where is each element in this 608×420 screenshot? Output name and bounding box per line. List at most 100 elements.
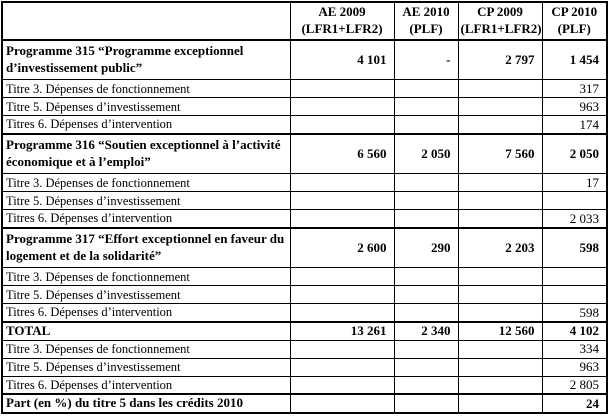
header-line: CP 2009	[477, 4, 523, 19]
table-row: TOTAL 13 261 2 340 12 560 4 102	[1, 320, 608, 341]
row-label: Titre 5. Dépenses d’investissement	[1, 285, 291, 305]
row-label: Titre 3. Dépenses de fonctionnement	[1, 173, 291, 193]
row-label: Titres 6. Dépenses d’intervention	[1, 303, 291, 323]
cell-value	[289, 173, 395, 193]
cell-value: 2 203	[457, 226, 543, 269]
table-row: Titre 5. Dépenses d’investissement	[1, 285, 608, 305]
cell-value	[457, 375, 543, 395]
cell-value	[393, 191, 459, 211]
cell-value	[393, 173, 459, 193]
cell-value	[289, 115, 395, 135]
table-row: Titre 5. Dépenses d’investissement 963	[1, 97, 608, 117]
cell-value	[289, 393, 395, 414]
cell-value	[289, 357, 395, 377]
header-row: AE 2009 (LFR1+LFR2) AE 2010 (PLF) CP 2009 (LF…	[1, 1, 608, 41]
row-label: Titre 5. Dépenses d’investissement	[1, 191, 291, 211]
cell-value	[457, 173, 543, 193]
cell-value	[393, 339, 459, 359]
cell-value	[393, 115, 459, 135]
cell-value: 2 600	[289, 226, 395, 269]
cell-value	[289, 339, 395, 359]
cell-value	[289, 79, 395, 99]
cell-value	[457, 339, 543, 359]
cell-value	[541, 191, 608, 211]
cell-value	[457, 357, 543, 377]
row-label: Part (en %) du titre 5 dans les crédits …	[1, 393, 291, 414]
cell-value: 2 797	[457, 38, 543, 81]
row-label: Programme 316 “Soutien exceptionnel à l’…	[1, 132, 291, 175]
cell-value	[457, 79, 543, 99]
cell-value	[289, 375, 395, 395]
table-row: Titres 6. Dépenses d’intervention 174	[1, 115, 608, 135]
cell-value	[393, 267, 459, 287]
cell-value: 4 102	[541, 320, 608, 341]
cell-value	[393, 285, 459, 305]
cell-value	[457, 191, 543, 211]
cell-value	[393, 357, 459, 377]
cell-value	[457, 97, 543, 117]
cell-value	[457, 115, 543, 135]
table-row: Part (en %) du titre 5 dans les crédits …	[1, 393, 608, 414]
cell-value	[289, 191, 395, 211]
cell-value: 2 033	[541, 209, 608, 229]
header-line: CP 2010	[551, 4, 598, 19]
cell-value: 598	[541, 303, 608, 323]
table-row: Titres 6. Dépenses d’intervention 2 805	[1, 375, 608, 395]
table-row: Titre 3. Dépenses de fonctionnement 317	[1, 79, 608, 99]
cell-value	[393, 303, 459, 323]
cell-value: 317	[541, 79, 608, 99]
cell-value: 963	[541, 357, 608, 377]
cell-value: 7 560	[457, 132, 543, 175]
cell-value	[393, 79, 459, 99]
cell-value: 334	[541, 339, 608, 359]
cell-value	[457, 285, 543, 305]
table-row: Titre 3. Dépenses de fonctionnement 334	[1, 339, 608, 359]
table-row: Titre 3. Dépenses de fonctionnement 17	[1, 173, 608, 193]
row-label: Titres 6. Dépenses d’intervention	[1, 115, 291, 135]
table-row: Programme 317 “Effort exceptionnel en fa…	[1, 226, 608, 269]
table-row: Programme 315 “Programme exceptionnel d’…	[1, 38, 608, 81]
cell-value	[541, 267, 608, 287]
cell-value	[457, 393, 543, 414]
cell-value: 4 101	[289, 38, 395, 81]
header-line: (PLF)	[557, 20, 591, 36]
cell-value	[393, 375, 459, 395]
cell-value: 174	[541, 115, 608, 135]
cell-value: 17	[541, 173, 608, 193]
cell-value: -	[393, 38, 459, 81]
table-row: Titre 5. Dépenses d’investissement 963	[1, 357, 608, 377]
cell-value: 12 560	[457, 320, 543, 341]
cell-value: 598	[541, 226, 608, 269]
cell-value: 963	[541, 97, 608, 117]
cell-value: 2 340	[393, 320, 459, 341]
header-cell: AE 2009 (LFR1+LFR2)	[289, 1, 395, 41]
cell-value: 1 454	[541, 38, 608, 81]
header-cell: AE 2010 (PLF)	[393, 1, 459, 41]
row-label: Titres 6. Dépenses d’intervention	[1, 209, 291, 229]
cell-value: 6 560	[289, 132, 395, 175]
header-cell: CP 2010 (PLF)	[541, 1, 608, 41]
table-row: Titres 6. Dépenses d’intervention 2 033	[1, 209, 608, 229]
row-label: Programme 315 “Programme exceptionnel d’…	[1, 38, 291, 81]
cell-value: 290	[393, 226, 459, 269]
cell-value	[393, 97, 459, 117]
row-label: Programme 317 “Effort exceptionnel en fa…	[1, 226, 291, 269]
cell-value	[541, 285, 608, 305]
cell-value	[289, 267, 395, 287]
cell-value	[457, 209, 543, 229]
header-cell-empty	[1, 1, 291, 41]
table-row: Titre 5. Dépenses d’investissement	[1, 191, 608, 211]
cell-value: 2 050	[393, 132, 459, 175]
header-line: (LFR1+LFR2)	[460, 20, 542, 36]
cell-value	[289, 303, 395, 323]
row-label: TOTAL	[1, 320, 291, 341]
header-line: (PLF)	[409, 20, 443, 36]
row-label: Titre 5. Dépenses d’investissement	[1, 357, 291, 377]
cell-value: 13 261	[289, 320, 395, 341]
cell-value	[393, 393, 459, 414]
row-label: Titre 3. Dépenses de fonctionnement	[1, 339, 291, 359]
header-line: AE 2010	[402, 4, 450, 19]
table-row: Programme 316 “Soutien exceptionnel à l’…	[1, 132, 608, 175]
